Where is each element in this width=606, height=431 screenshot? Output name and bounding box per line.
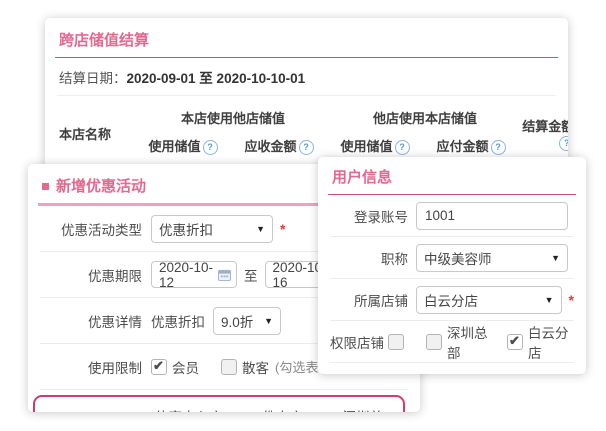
owning-store-label: 所属店铺 [354, 293, 408, 309]
col-header-settlement: 结算金额? [521, 116, 568, 151]
period-separator: 至 [244, 268, 258, 284]
walkin-checkbox-label: 散客 [242, 360, 269, 376]
col-header-used-value-1: 使用储值? [137, 127, 229, 167]
radio-staff-app-label: 员工APP [440, 374, 494, 375]
calendar-icon[interactable] [218, 269, 231, 281]
col-header-store: 本店名称 [59, 127, 112, 142]
settlement-panel-title: 跨店储值结算 [59, 32, 150, 49]
settlement-date-line: 结算日期：2020-09-01 至 2020-10-10-01 [57, 58, 556, 96]
settlement-panel: 跨店储值结算 结算日期：2020-09-01 至 2020-10-10-01 本… [45, 18, 568, 180]
caret-down-icon: ▼ [544, 294, 554, 305]
settlement-date-range: 2020-09-01 至 2020-10-10-01 [126, 71, 306, 86]
permission-store-label: 权限店铺 [330, 335, 384, 351]
walkin-checkbox[interactable]: ✔ [221, 358, 237, 375]
discount-value: 9.0折 [221, 314, 254, 330]
role-permission-label: 所属职位权限 [330, 374, 411, 375]
col-header-payable: 应付金额? [421, 127, 521, 167]
user-info-panel: 用户信息 登录账号 1001 职称 中级美容师 ▼ 所属店铺 白云分店 ▼ * … [318, 157, 586, 374]
owning-store-value: 白云分店 [424, 293, 478, 309]
help-icon[interactable]: ? [202, 140, 218, 155]
login-account-input[interactable]: 1001 [416, 201, 568, 230]
help-icon[interactable]: ? [394, 140, 410, 155]
job-title-select[interactable]: 中级美容师 ▼ [416, 243, 568, 272]
promo-type-label: 优惠活动类型 [61, 222, 142, 238]
title-divider [328, 194, 576, 195]
required-asterisk: * [568, 291, 574, 308]
owning-store-row: 所属店铺 白云分店 ▼ * [330, 279, 574, 321]
promo-detail-label: 优惠详情 [88, 314, 142, 330]
job-title-value: 中级美容师 [424, 251, 492, 267]
col-header-used-value-2: 使用储值? [329, 127, 421, 167]
col-header-receivable: 应收金额? [229, 127, 329, 167]
check-icon: ✔ [153, 357, 164, 373]
job-title-row: 职称 中级美容师 ▼ [330, 237, 574, 279]
caret-down-icon: ▼ [551, 252, 560, 263]
member-checkbox[interactable]: ✔ [151, 357, 167, 375]
promo-type-select[interactable]: 优惠折扣 ▼ [151, 214, 273, 243]
permission-checkbox-shenzhen-hq[interactable]: ✔ [426, 333, 442, 350]
permission-store-row: 权限店铺 ✔ ✔ 深圳总部 ✔ 白云分店 [330, 321, 574, 363]
login-account-row: 登录账号 1001 [330, 195, 574, 237]
usage-limit-label: 使用限制 [88, 360, 142, 376]
radio-mall-label: 商城 [529, 374, 556, 375]
login-account-label: 登录账号 [354, 209, 408, 225]
store-checkbox-label: 深圳总店 [343, 406, 396, 412]
promo-type-value: 优惠折扣 [159, 222, 213, 238]
promotion-panel-title: 新增优惠活动 [40, 170, 408, 203]
promo-type-row: 优惠活动类型 优惠折扣 ▼ * [40, 206, 408, 252]
store-checkbox-label: 体育中心店铺 [155, 406, 235, 412]
store-selection-highlight-row: 店铺选择 ✔ ✔ 体育中心店铺 ✔ 佛山店铺 ✔ 深圳总店 [33, 395, 405, 412]
permission-checkbox-label: 白云分店 [528, 325, 569, 361]
title-divider [55, 57, 558, 58]
role-permission-row: 所属职位权限 员工APP 商城 [330, 363, 574, 374]
col-group-other-stored-value: 本店使用他店储值 [180, 111, 285, 126]
job-title-label: 职称 [381, 251, 408, 267]
owning-store-select[interactable]: 白云分店 ▼ [416, 285, 562, 314]
user-panel-title: 用户信息 [332, 169, 393, 186]
member-checkbox-label: 会员 [172, 360, 199, 376]
col-group-our-stored-value: 他店使用本店储值 [372, 111, 477, 126]
promo-detail-sub-label: 优惠折扣 [151, 314, 205, 330]
caret-down-icon: ▼ [256, 223, 265, 234]
caret-down-icon: ▼ [264, 315, 273, 326]
help-icon[interactable]: ? [559, 136, 568, 151]
check-icon: ✔ [509, 332, 520, 348]
title-divider [38, 203, 410, 206]
help-icon[interactable]: ? [298, 140, 314, 155]
promo-detail-row: 优惠详情 优惠折扣 9.0折 ▼ [40, 298, 408, 344]
store-checkbox-label: 佛山店铺 [262, 406, 315, 412]
required-asterisk: * [280, 220, 286, 237]
settlement-table: 本店名称 本店使用他店储值 他店使用本店储值 结算金额? 使用储值? 应收金额?… [57, 100, 568, 180]
help-icon[interactable]: ? [490, 140, 506, 155]
permission-checkbox-label: 深圳总部 [447, 325, 488, 361]
settlement-date-label: 结算日期： [59, 71, 127, 86]
permission-checkbox-baiyun[interactable]: ✔ [507, 332, 523, 350]
promo-period-label: 优惠期限 [88, 268, 142, 284]
square-bullet-icon [42, 183, 49, 190]
period-start-input[interactable]: 2020-10-12 [151, 260, 237, 290]
discount-select[interactable]: 9.0折 ▼ [213, 306, 281, 335]
permission-select-all-checkbox[interactable]: ✔ [388, 333, 404, 350]
